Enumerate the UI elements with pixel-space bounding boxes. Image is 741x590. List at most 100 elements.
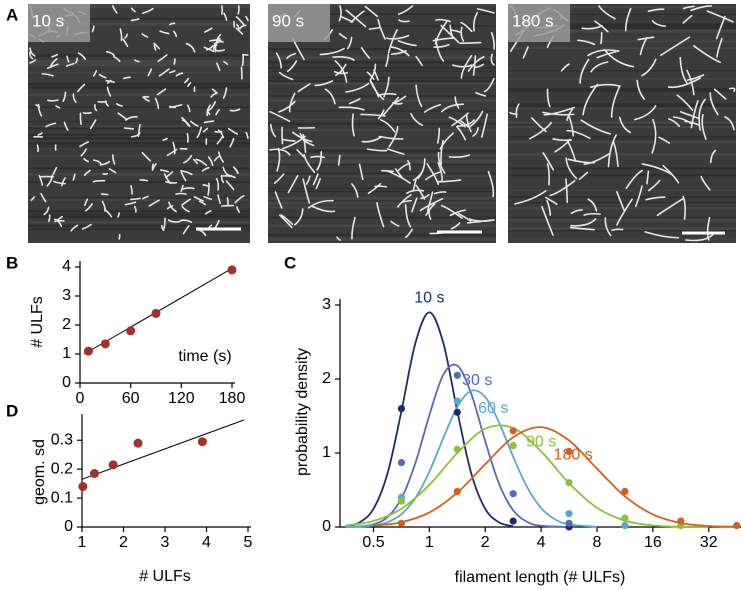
image-streak: [508, 23, 736, 26]
image-streak: [268, 48, 496, 51]
filament: [685, 233, 714, 242]
filament: [387, 29, 398, 54]
data-point: [565, 479, 573, 487]
filament: [123, 127, 135, 130]
filament: [377, 109, 385, 120]
filament: [198, 200, 207, 206]
filament: [646, 170, 650, 185]
filament: [566, 140, 577, 162]
image-streak: [28, 22, 250, 26]
image-streak: [508, 13, 736, 16]
data-point: [151, 308, 161, 318]
filament: [348, 97, 361, 105]
filament: [590, 83, 620, 88]
data-point: [733, 521, 741, 530]
filament: [569, 226, 595, 231]
filament: [235, 16, 245, 26]
y-axis-label: # ULFs: [29, 296, 46, 348]
filament: [543, 106, 576, 116]
filament: [80, 148, 87, 157]
filament: [600, 32, 603, 45]
filament: [560, 63, 570, 72]
x-tick-label: 5: [244, 534, 253, 551]
image-streak: [28, 83, 250, 85]
filament: [287, 174, 299, 194]
image-label: 180 s: [512, 11, 554, 30]
image-label: 90 s: [272, 11, 304, 30]
filament: [215, 49, 226, 52]
filament: [607, 134, 617, 168]
x-tick-label: 4: [537, 534, 546, 551]
filament: [302, 133, 307, 153]
filament: [50, 58, 58, 67]
image-streak: [508, 27, 736, 30]
image-streak: [508, 189, 736, 191]
filament: [440, 204, 463, 219]
filament: [583, 152, 611, 165]
filament: [616, 198, 633, 226]
filament: [38, 174, 44, 186]
filament: [61, 177, 66, 187]
filament: [209, 39, 222, 42]
filament: [103, 208, 113, 218]
x-axis-label: time (s): [178, 348, 231, 365]
filament: [578, 171, 589, 181]
filament: [182, 225, 190, 235]
filament: [374, 185, 388, 188]
y-tick-label: 0.2: [51, 460, 73, 477]
filament: [698, 98, 706, 131]
micrograph: 180 s: [508, 4, 736, 243]
data-point: [509, 442, 517, 450]
y-tick-label: 0: [64, 518, 73, 535]
filament: [419, 197, 444, 212]
image-streak: [268, 224, 496, 228]
x-tick-label: 32: [700, 534, 718, 551]
data-point: [509, 517, 517, 525]
image-streak: [508, 40, 736, 43]
filament: [142, 95, 150, 98]
filament: [693, 45, 721, 64]
filament: [276, 147, 281, 172]
image-streak: [508, 30, 736, 33]
image-streak: [268, 202, 496, 205]
filament: [456, 119, 475, 128]
filament: [483, 77, 495, 93]
filament: [282, 138, 296, 142]
filament: [706, 10, 734, 23]
filament: [426, 191, 434, 212]
filament: [29, 47, 36, 57]
filament: [706, 216, 711, 241]
filament: [641, 163, 673, 176]
filament: [173, 58, 176, 65]
filament: [158, 68, 170, 77]
filament: [46, 63, 59, 70]
filament: [43, 206, 50, 216]
filament: [686, 74, 705, 81]
filament: [651, 20, 667, 27]
filament: [220, 174, 225, 184]
filament: [618, 116, 631, 134]
filament: [70, 224, 79, 232]
filament: [570, 209, 583, 215]
filament: [166, 148, 178, 157]
filament: [437, 151, 446, 174]
filament: [660, 36, 691, 57]
filament: [594, 20, 609, 33]
filament: [77, 83, 86, 93]
filament: [142, 195, 149, 200]
filament: [423, 103, 442, 113]
filament: [100, 193, 109, 196]
filament: [278, 214, 293, 229]
filament: [297, 83, 311, 93]
filament: [134, 59, 140, 63]
filament: [142, 96, 150, 102]
image-streak: [28, 199, 250, 201]
filament: [400, 199, 412, 204]
filament: [634, 105, 657, 121]
filament: [74, 57, 78, 64]
filament: [545, 196, 558, 206]
filament: [29, 59, 37, 64]
image-streak: [268, 190, 496, 193]
filament: [647, 8, 665, 12]
filament: [645, 196, 666, 201]
